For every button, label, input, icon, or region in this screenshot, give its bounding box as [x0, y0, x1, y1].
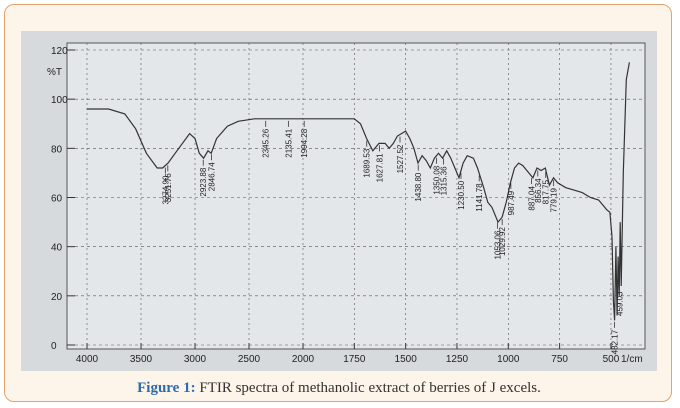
- x-axis-label: 1/cm: [621, 354, 643, 365]
- x-tick-label: 3500: [130, 354, 153, 365]
- figure-frame: 0 20 40 60 80 100 120 4000 3500 3000 2500 2000 1750 1…: [4, 4, 672, 402]
- peak-label: 1141.78: [475, 183, 484, 212]
- peak-label: 1029.92: [498, 227, 507, 256]
- x-tick-label: 1000: [497, 354, 520, 365]
- peak-label: 2135.41: [284, 128, 293, 157]
- chart: 0 20 40 60 80 100 120 4000 3500 3000 2500 2000 1750 1…: [21, 31, 657, 371]
- y-tick-label: 80: [51, 144, 63, 155]
- y-axis-label: %T: [47, 67, 62, 78]
- y-tick-label: 40: [51, 243, 63, 254]
- caption-label: Figure 1:: [137, 380, 195, 396]
- x-tick-label: 3000: [184, 354, 207, 365]
- y-tick-label: 20: [51, 292, 63, 303]
- y-tick-label: 60: [51, 194, 63, 205]
- x-tick-label: 1250: [446, 354, 469, 365]
- x-tick-label: 1500: [395, 354, 418, 365]
- x-tick-label: 4000: [76, 354, 99, 365]
- y-tick-label: 100: [51, 95, 68, 106]
- peak-label: 1527.52: [396, 144, 405, 173]
- peak-label: 1627.81: [375, 153, 384, 182]
- peak-label: 482.17: [611, 329, 620, 354]
- peak-label: 2846.74: [208, 162, 217, 191]
- x-tick-label: 1750: [343, 354, 366, 365]
- caption-text: FTIR spectra of methanolic extract of be…: [199, 380, 541, 396]
- peak-label: 1994.28: [300, 128, 309, 157]
- x-tick-label: 500: [603, 354, 620, 365]
- peak-label: 987.49: [507, 190, 516, 215]
- peak-label: 1438.80: [414, 172, 423, 201]
- peak-label: 3251.76: [164, 173, 173, 202]
- x-tick-label: 2500: [238, 354, 261, 365]
- peak-label: 779.19: [550, 187, 559, 212]
- y-tick-label: 0: [51, 341, 57, 352]
- peak-label: 2345.26: [262, 128, 271, 157]
- x-tick-label: 2000: [292, 354, 315, 365]
- y-tick-label: 120: [51, 46, 68, 57]
- peak-label: 1689.53: [363, 148, 372, 177]
- peak-label: 1315.36: [440, 166, 449, 195]
- peak-label: 459.03: [615, 291, 624, 316]
- peak-label: 1230.50: [457, 180, 466, 209]
- figure-caption: Figure 1: FTIR spectra of methanolic ext…: [5, 380, 673, 397]
- x-tick-label: 750: [551, 354, 568, 365]
